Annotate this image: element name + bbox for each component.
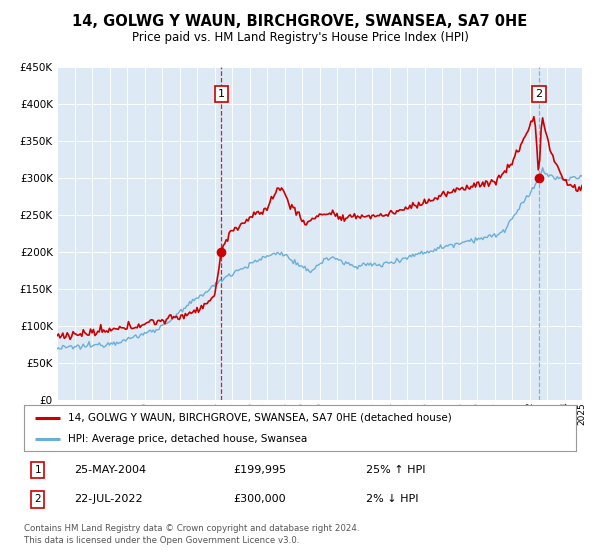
Text: Contains HM Land Registry data © Crown copyright and database right 2024.: Contains HM Land Registry data © Crown c… <box>24 524 359 533</box>
Text: 1: 1 <box>34 465 41 475</box>
Text: 2: 2 <box>535 89 542 99</box>
Text: £300,000: £300,000 <box>234 494 286 505</box>
Text: 14, GOLWG Y WAUN, BIRCHGROVE, SWANSEA, SA7 0HE: 14, GOLWG Y WAUN, BIRCHGROVE, SWANSEA, S… <box>73 14 527 29</box>
Text: 14, GOLWG Y WAUN, BIRCHGROVE, SWANSEA, SA7 0HE (detached house): 14, GOLWG Y WAUN, BIRCHGROVE, SWANSEA, S… <box>68 413 452 423</box>
Text: Price paid vs. HM Land Registry's House Price Index (HPI): Price paid vs. HM Land Registry's House … <box>131 31 469 44</box>
Text: £199,995: £199,995 <box>234 465 287 475</box>
Text: HPI: Average price, detached house, Swansea: HPI: Average price, detached house, Swan… <box>68 434 307 444</box>
Text: 22-JUL-2022: 22-JUL-2022 <box>74 494 142 505</box>
Text: 25% ↑ HPI: 25% ↑ HPI <box>366 465 426 475</box>
Text: This data is licensed under the Open Government Licence v3.0.: This data is licensed under the Open Gov… <box>24 536 299 545</box>
Text: 1: 1 <box>218 89 224 99</box>
Text: 2% ↓ HPI: 2% ↓ HPI <box>366 494 419 505</box>
Text: 25-MAY-2004: 25-MAY-2004 <box>74 465 146 475</box>
Text: 2: 2 <box>34 494 41 505</box>
